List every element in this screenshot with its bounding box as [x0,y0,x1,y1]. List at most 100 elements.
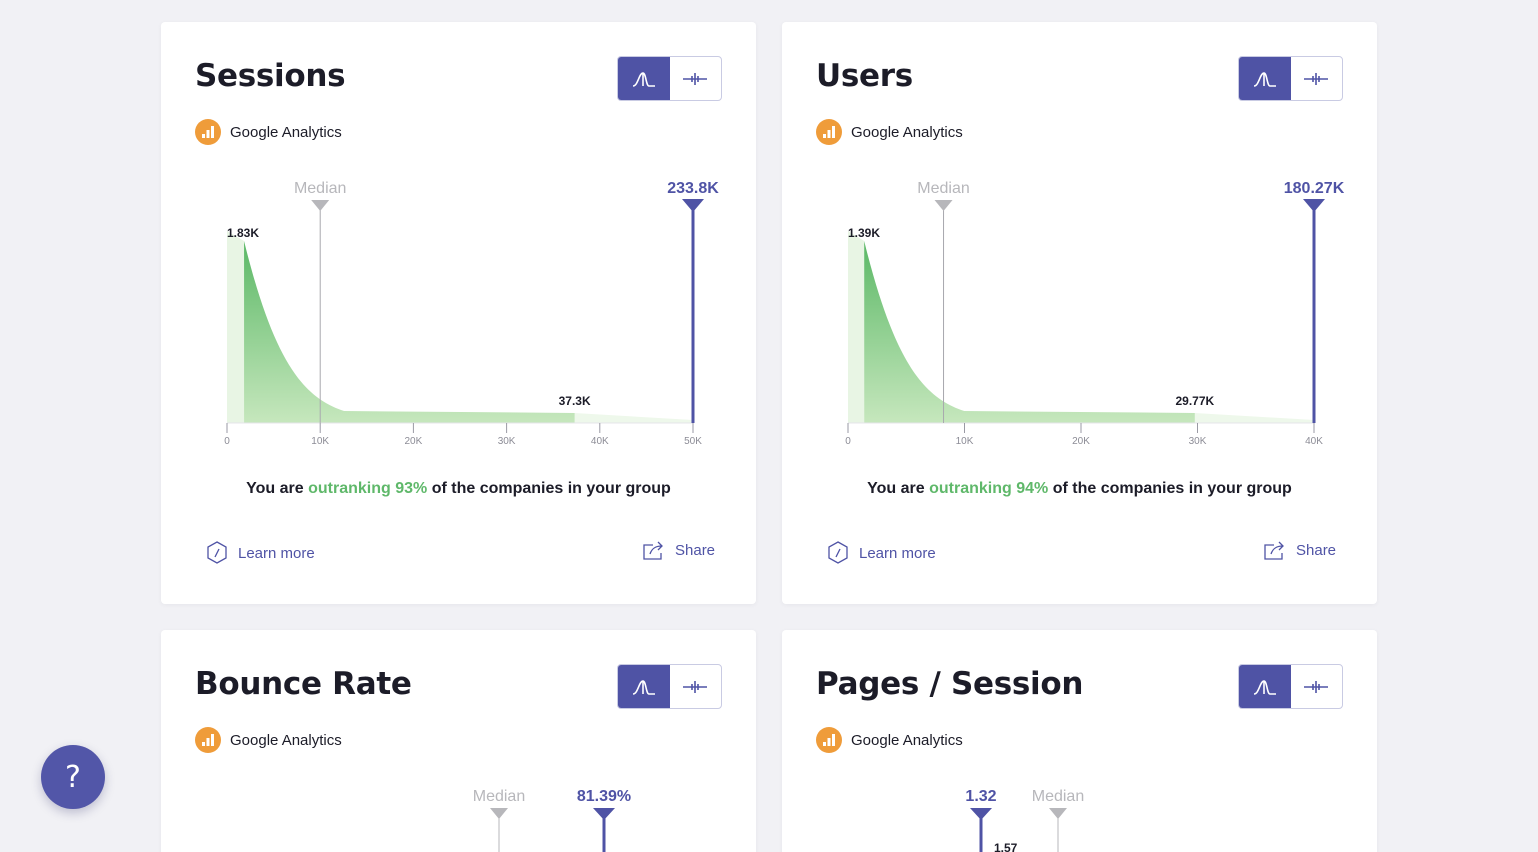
summary-prefix: You are [867,480,930,497]
summary-highlight: outranking 94% [929,480,1049,497]
x-tick-label: 50K [684,436,702,447]
your-value-marker [1303,199,1325,212]
chart-view-toggle [617,664,722,709]
google-analytics-icon [816,727,842,753]
data-source: Google Analytics [816,727,963,753]
your-value-marker [970,808,992,820]
x-tick-label: 0 [224,436,230,447]
tail-label: 37.3K [559,394,591,408]
google-analytics-icon [195,727,221,753]
learn-more-link[interactable]: Learn more [826,540,936,566]
median-label: Median [1032,788,1084,805]
distribution-curve-icon [632,679,655,695]
peak-label: 1.39K [848,226,880,240]
source-label: Google Analytics [230,731,342,749]
card-title: Pages / Session [816,666,1084,702]
summary-highlight: outranking 93% [308,480,428,497]
median-label: Median [294,180,346,197]
distribution-right-shade [574,413,693,423]
range-bar-icon [683,72,708,85]
your-value-marker [682,199,704,212]
ranking-summary: You are outranking 94% of the companies … [782,480,1377,498]
google-analytics-icon [195,119,221,145]
median-label: Median [473,788,525,805]
chart-view-toggle [1238,664,1343,709]
range-view-button[interactable] [670,665,722,708]
data-source: Google Analytics [195,727,342,753]
x-tick-label: 40K [591,436,609,447]
distribution-left-shade [848,231,865,423]
median-marker [490,808,508,819]
share-icon [643,541,663,560]
sessions-card: Sessions Google Analytics 0 10K 20K 30K 40K 5… [161,22,756,604]
data-source: Google Analytics [195,119,342,145]
x-tick-label: 0 [845,436,851,447]
learn-more-link[interactable]: Learn more [205,540,315,566]
distribution-curve-icon [1253,679,1276,695]
x-tick-label: 20K [405,436,423,447]
distribution-chart-partial: 1.32 Median 1.57 [965,788,1084,852]
distribution-curve-icon [1253,71,1276,87]
google-analytics-icon [816,119,842,145]
x-tick-label: 30K [498,436,516,447]
bounce-rate-card: Bounce Rate Google Analytics Median 81.3… [161,630,756,852]
source-label: Google Analytics [851,123,963,141]
share-label: Share [675,541,716,559]
range-view-button[interactable] [670,57,722,100]
your-value-marker [593,808,615,820]
range-bar-icon [683,680,708,693]
share-button[interactable]: Share [641,539,715,561]
median-label: Median [917,180,969,197]
learn-more-label: Learn more [238,544,315,562]
range-bar-icon [1304,72,1329,85]
card-title: Users [816,58,913,94]
tail-label: 29.77K [1175,394,1214,408]
your-value-label: 1.32 [965,788,996,805]
learn-more-label: Learn more [859,544,936,562]
x-tick-label: 40K [1305,436,1323,447]
summary-suffix: of the companies in your group [427,480,671,497]
distribution-right-shade [1194,413,1314,423]
peak-label: 1.57 [994,841,1018,852]
distribution-view-button[interactable] [1239,665,1291,708]
chart-view-toggle [617,56,722,101]
info-hexagon-icon [207,541,227,564]
pages-per-session-card: Pages / Session Google Analytics 1.32 Me… [782,630,1377,852]
median-marker [934,200,953,211]
median-marker [1049,808,1067,819]
share-icon [1264,541,1284,560]
share-label: Share [1296,541,1337,559]
chart-view-toggle [1238,56,1343,101]
x-tick-label: 10K [311,436,329,447]
distribution-view-button[interactable] [618,57,670,100]
card-title: Sessions [195,58,346,94]
card-title: Bounce Rate [195,666,412,702]
your-value-label: 233.8K [667,180,719,197]
distribution-view-button[interactable] [618,665,670,708]
distribution-left-shade [227,231,245,423]
data-source: Google Analytics [816,119,963,145]
your-value-label: 81.39% [577,788,631,805]
median-marker [311,200,330,211]
x-tick-label: 20K [1072,436,1090,447]
range-view-button[interactable] [1291,665,1343,708]
distribution-view-button[interactable] [1239,57,1291,100]
range-view-button[interactable] [1291,57,1343,100]
distribution-curve-icon [632,71,655,87]
share-button[interactable]: Share [1262,539,1336,561]
distribution-chart: 0 10K 20K 30K 40K 50K Median 233.8K 1.83K 37.3K [224,180,719,447]
source-label: Google Analytics [851,731,963,749]
info-hexagon-icon [828,541,848,564]
distribution-chart-partial: Median 81.39% [473,788,631,852]
source-label: Google Analytics [230,123,342,141]
range-bar-icon [1304,680,1329,693]
summary-prefix: You are [246,480,309,497]
users-card: Users Google Analytics 0 10K 20K 30K 40K Medi… [782,22,1377,604]
summary-suffix: of the companies in your group [1048,480,1292,497]
x-tick-label: 30K [1189,436,1207,447]
distribution-area [864,241,1195,423]
help-button[interactable]: ? [41,745,105,809]
your-value-label: 180.27K [1284,180,1345,197]
ranking-summary: You are outranking 93% of the companies … [161,480,756,498]
peak-label: 1.83K [227,226,259,240]
